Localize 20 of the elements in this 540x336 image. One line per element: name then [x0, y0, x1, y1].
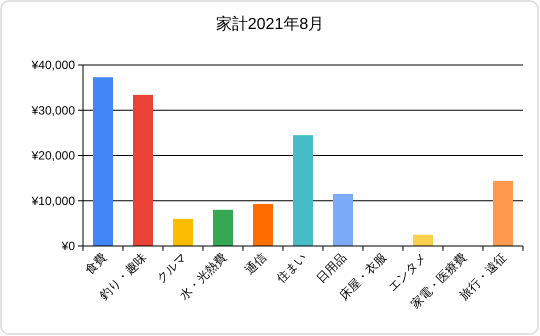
bar: [413, 234, 433, 246]
x-tick-label: 日用品: [314, 250, 350, 286]
y-tick-label: ¥10,000: [30, 194, 76, 208]
bar: [93, 77, 113, 246]
chart-title: 家計2021年8月: [216, 15, 324, 33]
y-tick-label: ¥20,000: [30, 148, 76, 162]
x-tick-label: 通信: [242, 250, 270, 278]
bar: [493, 180, 513, 246]
bar: [213, 210, 233, 246]
x-tick-label: 住まい: [273, 250, 310, 286]
bar: [173, 218, 193, 246]
y-tick-label: ¥0: [60, 239, 76, 253]
x-tick-label: 食費: [82, 250, 110, 278]
y-tick-label: ¥30,000: [30, 103, 76, 118]
bar: [133, 94, 153, 246]
x-tick-label: クルマ: [154, 250, 190, 286]
bar: [253, 204, 273, 246]
bar: [333, 194, 353, 246]
bar: [293, 135, 313, 246]
y-tick-label: ¥40,000: [30, 58, 76, 72]
